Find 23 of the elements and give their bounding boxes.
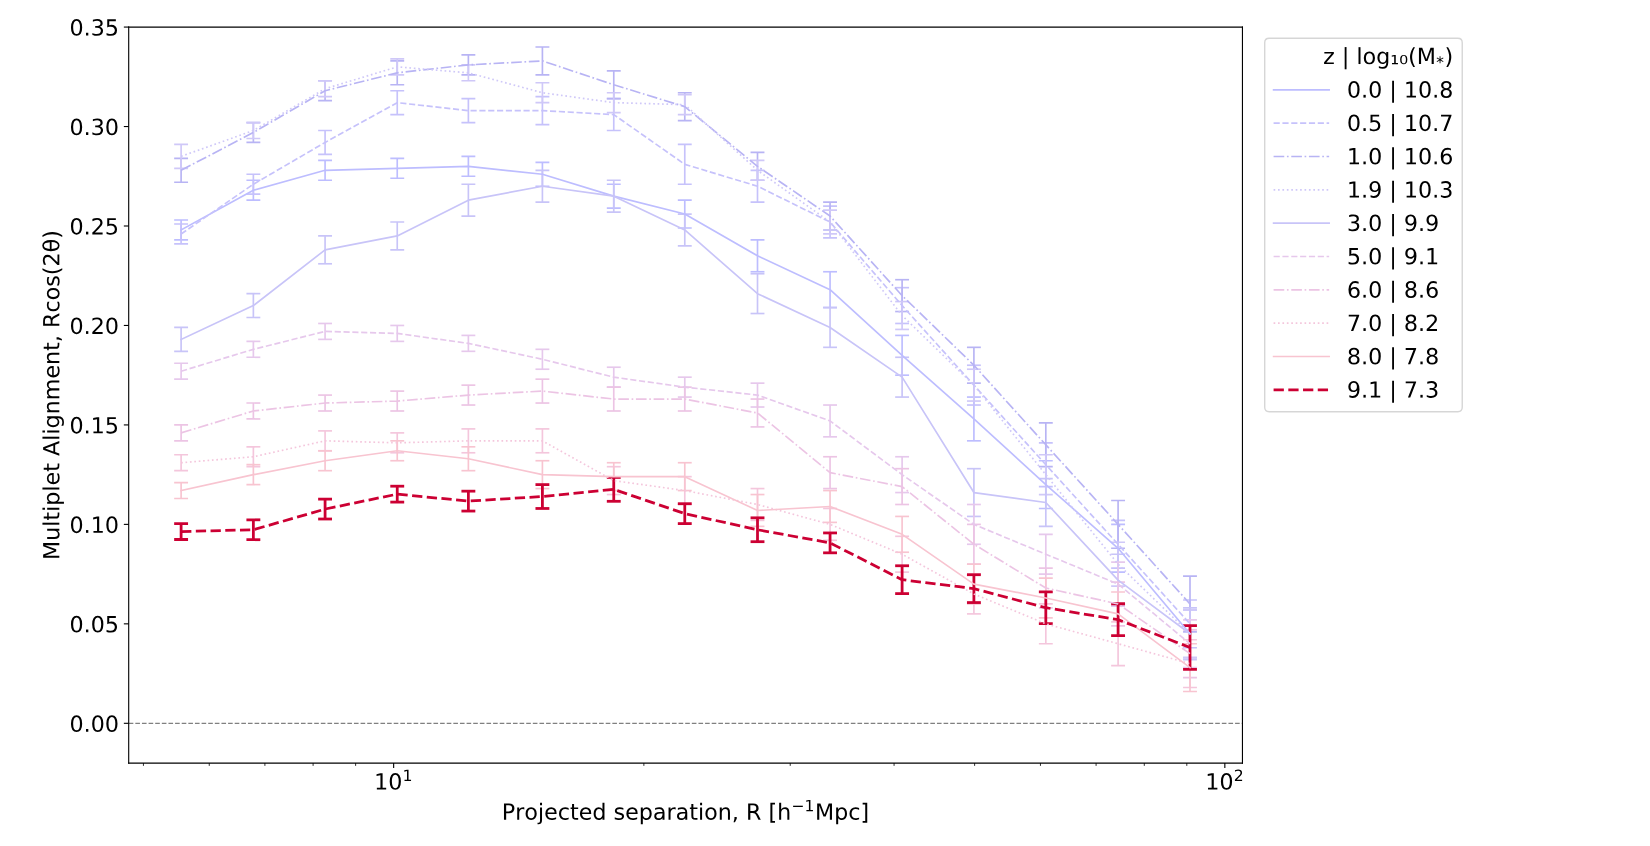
x-tick-label: 10$^{1}$ [376,769,412,790]
legend-label: 7.0 | 8.2 [1348,313,1437,337]
legend-label: 3.0 | 9.9 [1348,213,1438,237]
legend-title: z | log₁₀(M$_{*}$) [1324,47,1452,70]
legend-label: 6.0 | 8.6 [1348,280,1438,303]
legend-label: 0.5 | 10.7 [1348,113,1452,137]
legend-label: 5.0 | 9.1 [1348,247,1438,270]
legend-label: 1.0 | 10.6 [1349,147,1452,170]
y-tick-label: 0.25 [70,217,118,235]
y-axis-title: Multiplet Alignment, Rcos(2θ) [42,232,64,558]
legend-label: 8.0 | 7.8 [1348,347,1438,370]
y-tick-label: 0.15 [70,416,118,434]
y-tick-label: 0.00 [70,715,118,733]
y-tick-label: 0.35 [70,19,118,36]
x-axis-title: Projected separation, R [h$^{−1}$Mpc] [503,799,868,825]
x-tick-label: 10$^{2}$ [1207,769,1243,790]
legend-label: 0.0 | 10.8 [1348,80,1452,103]
y-tick-label: 0.05 [70,615,118,633]
legend-label: 9.1 | 7.3 [1348,380,1438,403]
y-tick-label: 0.10 [70,516,118,534]
y-tick-label: 0.20 [70,317,118,335]
y-tick-label: 0.30 [70,118,118,136]
legend-label: 1.9 | 10.3 [1349,180,1452,203]
